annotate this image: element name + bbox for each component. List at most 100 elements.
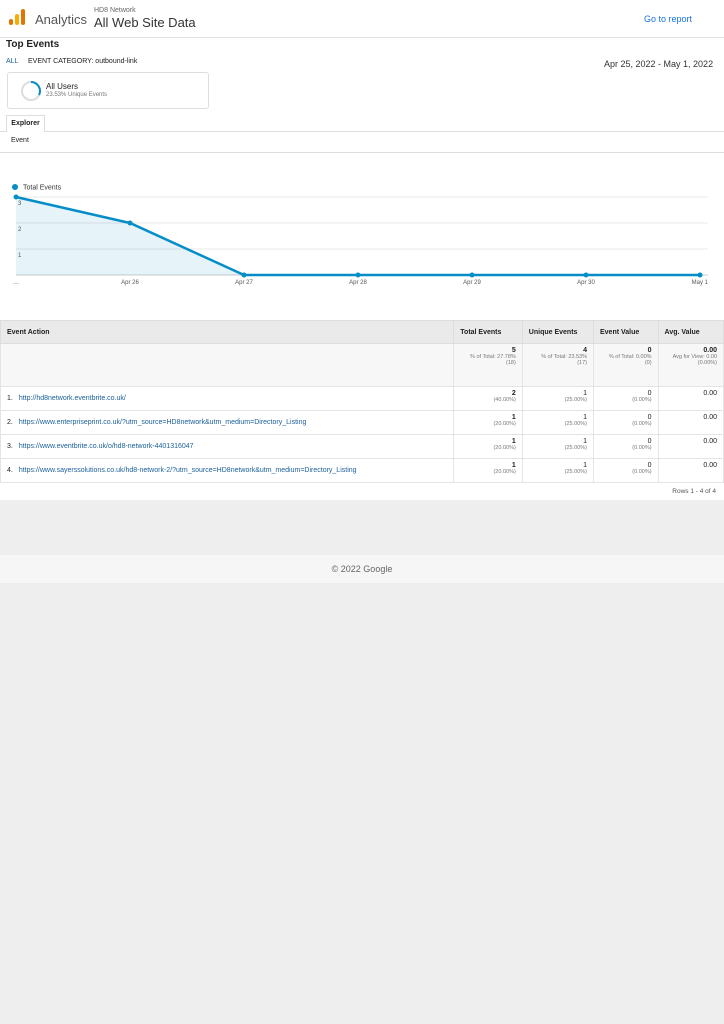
- metric-cell: 1 (20.00%): [453, 458, 523, 483]
- x-tick-label: …: [13, 280, 19, 286]
- totals-row: 5% of Total: 27.78% (18) 4% of Total: 23.5…: [0, 343, 724, 387]
- data-table: Event Action Total Events Unique Events Eve…: [0, 320, 724, 483]
- action-link[interactable]: https://www.sayerssolutions.co.uk/hd8-ne…: [18, 467, 357, 474]
- unique-value: 1: [583, 438, 587, 445]
- metric-cell: 0 (0.00%): [592, 458, 659, 483]
- totals-value: 0.00: [703, 347, 717, 354]
- metric-cell: 1 (25.00%): [521, 410, 594, 435]
- divider: [0, 37, 724, 38]
- total-value: 2: [511, 390, 516, 397]
- totals-base: (17): [577, 360, 587, 366]
- divider: [0, 152, 724, 153]
- action-cell: 3. https://www.eventbrite.co.uk/o/hd8-net…: [0, 434, 455, 459]
- metric-cell: 0.00: [657, 386, 724, 411]
- value-percent: (0.00%): [632, 445, 652, 451]
- avg-value: 0.00: [703, 462, 717, 469]
- segment-card[interactable]: All Users 23.53% Unique Events: [7, 72, 209, 109]
- totals-cell: 0.00 Avg for View: 0.00 (0.00%): [657, 343, 724, 387]
- value-percent: (0.00%): [632, 421, 652, 427]
- table-row: 4. https://www.sayerssolutions.co.uk/hd8-…: [0, 458, 724, 483]
- x-tick-label: Apr 28: [349, 280, 367, 286]
- x-tick-label: Apr 30: [577, 280, 595, 286]
- metric-cell: 2 (40.00%): [453, 386, 523, 411]
- go-to-report[interactable]: Go to report: [644, 14, 693, 24]
- value-percent: (0.00%): [632, 469, 652, 475]
- product-name: Analytics: [35, 12, 88, 27]
- totals-cell: 0% of Total: 0.00% (0): [592, 343, 659, 387]
- row-index: 3.: [7, 443, 13, 450]
- date-range[interactable]: Apr 25, 2022 - May 1, 2022: [604, 59, 714, 69]
- total-percent: (20.00%): [493, 469, 516, 475]
- action-link[interactable]: https://www.eventbrite.co.uk/o/hd8-netwo…: [18, 443, 194, 450]
- value-value: 0: [647, 390, 652, 397]
- breadcrumb-current: EVENT CATEGORY: outbound-link: [28, 58, 138, 65]
- segment-ring: [21, 81, 41, 101]
- unique-percent: (25.00%): [564, 397, 587, 403]
- totals-note: % of Total: 27.78%: [470, 354, 516, 360]
- logo: [9, 9, 25, 25]
- x-tick-label: May 1: [692, 280, 709, 286]
- divider: [0, 131, 724, 132]
- segment-detail: 23.53% Unique Events: [46, 92, 108, 98]
- table-row: 1. http://hd8network.eventbrite.co.uk/2 (4…: [0, 386, 724, 411]
- total-value: 1: [511, 438, 516, 445]
- totals-note: % of Total: 23.53%: [541, 354, 587, 360]
- totals-note: Avg for View: 0.00: [672, 354, 717, 360]
- value-value: 0: [647, 462, 652, 469]
- metric-cell: 0.00: [657, 410, 724, 435]
- point: [127, 220, 133, 226]
- y-tick-label: 1: [18, 253, 22, 259]
- totals-cell: 5% of Total: 27.78% (18): [453, 343, 523, 387]
- action-cell: 1. http://hd8network.eventbrite.co.uk/: [0, 386, 455, 411]
- avg-value: 0.00: [703, 414, 717, 421]
- action-link[interactable]: http://hd8network.eventbrite.co.uk/: [18, 395, 126, 402]
- total-percent: (20.00%): [493, 421, 516, 427]
- chart: 1 2 3 … Apr 26 Apr 27 Apr 28 Apr 29 Apr 30 May 1 T…: [12, 184, 709, 286]
- point: [13, 194, 19, 200]
- table-row: 3. https://www.eventbrite.co.uk/o/hd8-net…: [0, 434, 724, 459]
- totals-base: (18): [506, 360, 516, 366]
- table-row: 2. https://www.enterpriseprint.co.uk/?utm…: [0, 410, 724, 435]
- metric-cell: 1 (25.00%): [521, 434, 594, 459]
- row-index: 2.: [7, 419, 13, 426]
- tab[interactable]: Explorer: [6, 115, 45, 132]
- x-tick-label: Apr 26: [121, 280, 139, 286]
- footer: © 2022 Google: [0, 555, 724, 583]
- value-value: 0: [647, 414, 652, 421]
- avg-value: 0.00: [703, 390, 717, 397]
- action-link[interactable]: https://www.enterpriseprint.co.uk/?utm_s…: [18, 419, 307, 426]
- column-header: Event Value: [592, 320, 659, 344]
- legend-label: Total Events: [23, 185, 62, 192]
- metric-cell: 1 (20.00%): [453, 434, 523, 459]
- unique-value: 1: [583, 390, 587, 397]
- legend-swatch: [12, 184, 18, 190]
- property-name[interactable]: All Web Site Data: [94, 15, 196, 30]
- y-tick-label: 2: [18, 227, 22, 233]
- metric-cell: 1 (25.00%): [521, 458, 594, 483]
- total-percent: (20.00%): [493, 445, 516, 451]
- totals-value: 5: [511, 347, 516, 354]
- point: [583, 272, 589, 278]
- column-header: Event Action: [0, 320, 455, 344]
- breadcrumb-root[interactable]: ALL: [6, 58, 19, 65]
- subtab[interactable]: Event: [11, 137, 29, 144]
- point: [241, 272, 247, 278]
- total-value: 1: [511, 414, 516, 421]
- x-tick-label: Apr 27: [235, 280, 253, 286]
- point: [697, 272, 703, 278]
- metric-cell: 1 (20.00%): [453, 410, 523, 435]
- metric-cell: 0.00: [657, 458, 724, 483]
- totals-base: (0.00%): [697, 360, 717, 366]
- total-percent: (40.00%): [493, 397, 516, 403]
- action-cell: 4. https://www.sayerssolutions.co.uk/hd8-…: [0, 458, 455, 483]
- row-index: 4.: [7, 467, 13, 474]
- metric-cell: 1 (25.00%): [521, 386, 594, 411]
- x-tick-label: Apr 29: [463, 280, 481, 286]
- column-header: Avg. Value: [657, 320, 724, 344]
- point: [469, 272, 475, 278]
- unique-percent: (25.00%): [564, 445, 587, 451]
- metric-cell: 0 (0.00%): [592, 410, 659, 435]
- action-cell: 2. https://www.enterpriseprint.co.uk/?utm…: [0, 410, 455, 435]
- totals-base: (0): [644, 360, 652, 366]
